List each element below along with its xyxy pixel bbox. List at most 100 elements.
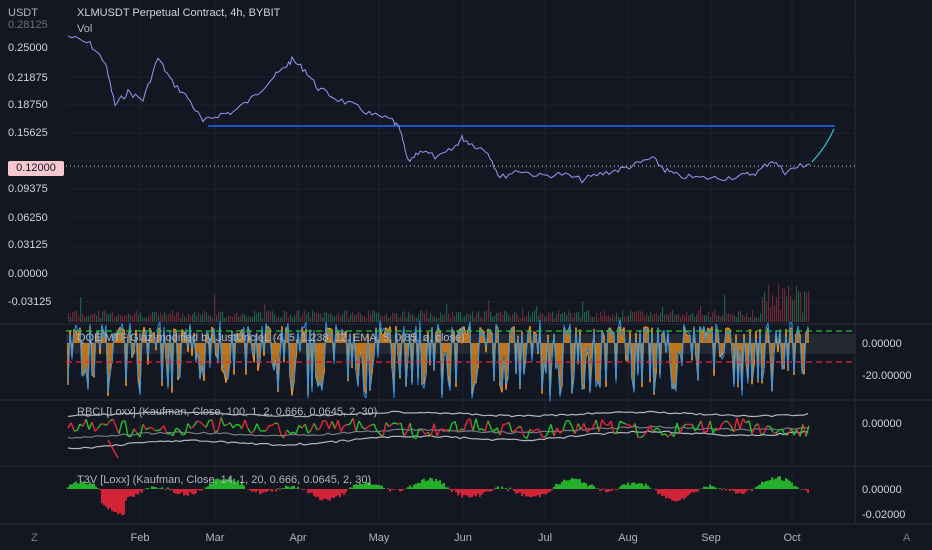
volume-bar xyxy=(310,317,312,322)
qqe-signal-segment xyxy=(389,332,393,363)
qqe-signal-segment xyxy=(87,324,91,390)
chart-title[interactable]: XLMUSDT Perpetual Contract, 4h, BYBIT xyxy=(77,7,281,19)
volume-bar xyxy=(786,296,788,322)
qqe-signal-segment xyxy=(735,340,739,386)
volume-bar xyxy=(628,315,630,322)
rbci-line-segment xyxy=(223,424,228,427)
qqe-signal-segment xyxy=(785,335,789,371)
volume-bar xyxy=(492,316,494,322)
volume-bar xyxy=(518,316,520,322)
qqe-line-segment xyxy=(727,327,731,330)
rbci-line-segment xyxy=(547,424,552,433)
qqe-signal-segment xyxy=(721,355,725,360)
zoom-toggle-button[interactable]: Z xyxy=(31,532,38,544)
rbci-line-segment xyxy=(802,424,807,437)
rbci-line-segment xyxy=(250,430,255,434)
volume-bar xyxy=(556,313,558,322)
rbci-line-segment xyxy=(496,427,501,436)
volume-bar xyxy=(190,315,192,322)
volume-bar xyxy=(724,294,726,322)
rbci-legend[interactable]: RBCI [Loxx] (Kaufman, Close, 100, 1, 2, … xyxy=(77,406,378,418)
volume-bar xyxy=(140,312,142,322)
qqe-line-segment xyxy=(181,329,185,333)
qqe-signal-segment xyxy=(163,326,167,353)
volume-bar xyxy=(368,310,370,322)
volume-bar xyxy=(504,310,506,322)
rbci-line-segment xyxy=(805,425,810,437)
volume-bar xyxy=(196,315,198,322)
t3v-legend[interactable]: T3V [Loxx] (Kaufman, Close, 14, 1, 20, 0… xyxy=(77,474,372,486)
qqe-signal-segment xyxy=(281,329,285,360)
qqe-signal-segment xyxy=(505,378,509,385)
volume-bar xyxy=(230,315,232,322)
auto-scale-button[interactable]: A xyxy=(903,532,911,544)
volume-bar xyxy=(648,315,650,322)
qqe-signal-segment xyxy=(71,332,75,360)
qqe-signal-segment xyxy=(657,327,661,379)
volume-bar xyxy=(232,316,234,322)
volume-bar xyxy=(372,310,374,322)
y-tick: 0.25000 xyxy=(8,42,48,54)
rbci-line-segment xyxy=(319,420,324,429)
volume-bar xyxy=(184,316,186,322)
volume-bar xyxy=(182,312,184,322)
volume-bar xyxy=(156,311,158,322)
volume-bar xyxy=(444,313,446,322)
qqe-signal-segment xyxy=(733,340,737,388)
qqe-line-segment xyxy=(381,333,385,336)
volume-bar xyxy=(536,305,538,322)
volume-bar xyxy=(572,317,574,322)
volume-bar xyxy=(346,310,348,322)
qqe-signal-segment xyxy=(617,320,621,330)
qqe-signal-segment xyxy=(615,328,619,383)
qqe-signal-segment xyxy=(483,332,487,347)
qqe-signal-segment xyxy=(519,334,523,389)
qqe-signal-segment xyxy=(593,330,597,387)
qqe-signal-segment xyxy=(431,327,435,371)
qqe-line-segment xyxy=(465,330,469,337)
qqe-signal-segment xyxy=(541,360,545,391)
rbci-line-segment xyxy=(676,422,681,434)
volume-label[interactable]: Vol xyxy=(77,23,93,35)
qqe-signal-segment xyxy=(445,352,449,381)
volume-bar xyxy=(240,315,242,322)
volume-bar xyxy=(802,312,804,322)
rbci-line-segment xyxy=(775,429,780,434)
rbci-line-segment xyxy=(763,425,768,434)
rbci-line-segment xyxy=(742,418,747,424)
qqe-signal-segment xyxy=(559,385,563,397)
rbci-line-segment xyxy=(352,417,357,432)
rbci-line-segment xyxy=(139,424,144,438)
qqe-line-segment xyxy=(443,350,447,353)
qqe-legend[interactable]: QQE MTF Glaz-modified by JustUncleL (4, … xyxy=(77,332,465,344)
rbci-line-segment xyxy=(349,417,354,425)
volume-bar xyxy=(122,316,124,322)
volume-bar xyxy=(770,307,772,322)
qqe-signal-segment xyxy=(455,330,459,383)
rbci-line-segment xyxy=(727,421,732,427)
qqe-line-segment xyxy=(341,331,345,336)
qqe-line-segment xyxy=(301,327,305,335)
qqe-signal-segment xyxy=(239,331,243,338)
volume-bar xyxy=(704,315,706,322)
volume-bar xyxy=(568,310,570,322)
volume-bar xyxy=(318,313,320,322)
volume-bar xyxy=(88,316,90,322)
qqe-signal-segment xyxy=(507,331,511,380)
volume-bar xyxy=(740,311,742,322)
qqe-signal-segment xyxy=(691,326,695,359)
qqe-signal-segment xyxy=(683,324,687,333)
rbci-line-segment xyxy=(97,423,102,429)
qqe-signal-segment xyxy=(715,323,719,331)
volume-bar xyxy=(798,291,800,322)
rbci-line-segment xyxy=(457,428,462,433)
volume-bar xyxy=(520,317,522,322)
volume-bar xyxy=(728,313,730,322)
volume-bar xyxy=(452,311,454,322)
qqe-signal-segment xyxy=(297,330,301,352)
volume-bar xyxy=(456,312,458,322)
rbci-line-segment xyxy=(625,423,630,426)
rbci-line-segment xyxy=(640,434,645,439)
rbci-line-segment xyxy=(409,423,414,438)
